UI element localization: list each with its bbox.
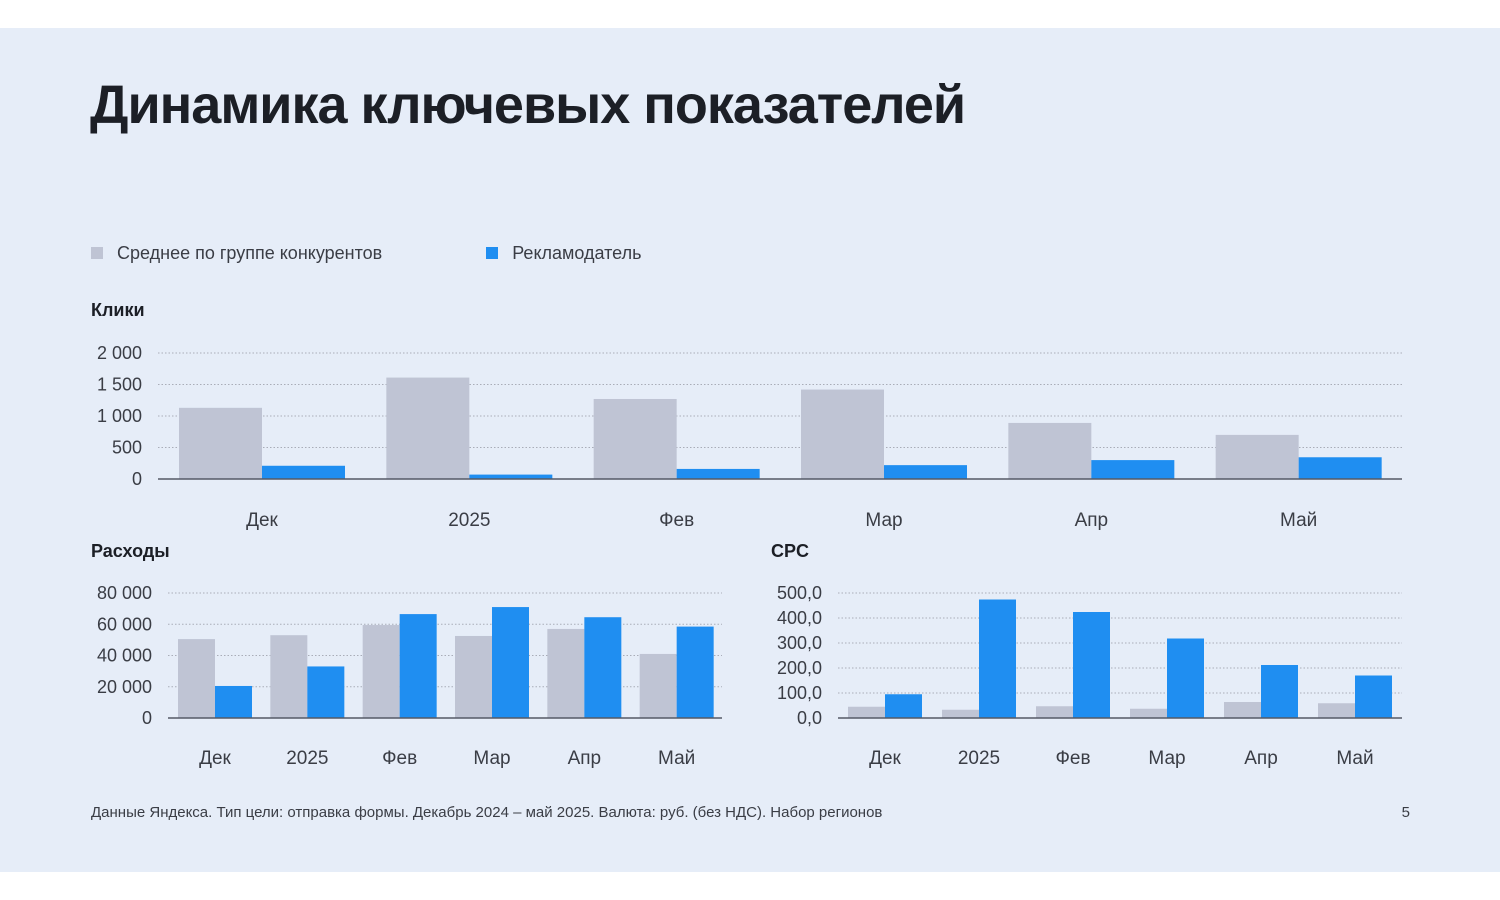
clicks-category-label: Май bbox=[1280, 510, 1317, 531]
legend-label-competitors: Среднее по группе конкурентов bbox=[117, 242, 383, 263]
cpc-bar-competitors bbox=[848, 706, 885, 718]
legend-label-advertiser: Рекламодатель bbox=[512, 242, 642, 263]
clicks-chart-group: 0 500 1 000 1 500 2 000 Дек 2025 Фев Мар Апр Май bbox=[97, 343, 1402, 531]
cpc-chart-group: 0,0 100,0 200,0 300,0 400,0 500,0 Дек 2025 Фев Ма… bbox=[777, 583, 1402, 769]
cpc-bar-advertiser bbox=[1073, 612, 1110, 718]
clicks-bar-advertiser bbox=[1298, 457, 1382, 479]
spend-category-label: 2025 bbox=[286, 748, 328, 769]
spend-category-label: Дек bbox=[199, 748, 231, 769]
spend-ytick-label: 80 000 bbox=[97, 583, 152, 603]
cpc-bar-advertiser bbox=[1355, 675, 1392, 718]
cpc-bar-advertiser bbox=[1167, 638, 1204, 718]
spend-bar-advertiser bbox=[399, 614, 437, 718]
cpc-bar-competitors bbox=[1318, 703, 1355, 718]
page-number: 5 bbox=[1401, 804, 1410, 821]
clicks-category-label: 2025 bbox=[448, 510, 490, 531]
clicks-bar-competitors bbox=[386, 377, 470, 479]
clicks-bar-advertiser bbox=[469, 474, 553, 479]
legend-swatch-competitors bbox=[91, 247, 103, 259]
clicks-bar-competitors bbox=[801, 389, 884, 479]
spend-bar-advertiser bbox=[584, 617, 622, 718]
spend-bar-competitors bbox=[455, 635, 492, 718]
spend-category-label: Фев bbox=[382, 748, 417, 769]
spend-chart-title: Расходы bbox=[91, 541, 170, 561]
cpc-bar-advertiser bbox=[1261, 665, 1298, 718]
spend-bar-advertiser bbox=[307, 666, 345, 718]
cpc-ytick-label: 100,0 bbox=[777, 683, 822, 703]
legend-item-advertiser: Рекламодатель bbox=[486, 243, 641, 264]
slide-title: Динамика ключевых показателей bbox=[90, 75, 966, 135]
clicks-ytick-label: 2 000 bbox=[97, 343, 142, 363]
cpc-bar-competitors bbox=[1036, 706, 1073, 718]
spend-category-label: Май bbox=[658, 748, 695, 769]
clicks-bar-competitors bbox=[1215, 434, 1299, 479]
clicks-category-label: Апр bbox=[1075, 510, 1109, 531]
spend-bar-advertiser bbox=[215, 685, 252, 718]
cpc-ytick-label: 300,0 bbox=[777, 633, 822, 653]
legend-item-competitors: Среднее по группе конкурентов bbox=[91, 243, 382, 264]
clicks-chart-title: Клики bbox=[91, 300, 145, 320]
clicks-ytick-label: 1 500 bbox=[97, 375, 142, 395]
spend-ytick-label: 60 000 bbox=[97, 614, 152, 634]
spend-chart-group: 0 20 000 40 000 60 000 80 000 Дек 2025 Фев Мар Ап… bbox=[97, 583, 722, 769]
clicks-ytick-label: 0 bbox=[132, 469, 142, 489]
clicks-chart: 0 500 1 000 1 500 2 000 Дек 2025 Фев Мар Апр Май 0 2… bbox=[97, 343, 1402, 769]
cpc-bar-advertiser bbox=[979, 599, 1016, 718]
clicks-category-label: Дек bbox=[246, 510, 278, 531]
slide: Динамика ключевых показателей Среднее по… bbox=[0, 28, 1500, 872]
spend-category-label: Мар bbox=[473, 748, 510, 769]
cpc-category-label: Фев bbox=[1055, 748, 1090, 769]
spend-bar-competitors bbox=[178, 639, 215, 718]
clicks-bar-advertiser bbox=[676, 468, 760, 479]
cpc-bar-competitors bbox=[1224, 702, 1261, 718]
spend-ytick-label: 40 000 bbox=[97, 646, 152, 666]
clicks-category-label: Мар bbox=[865, 510, 902, 531]
cpc-category-label: 2025 bbox=[958, 748, 1000, 769]
cpc-category-label: Дек bbox=[869, 748, 901, 769]
clicks-ytick-label: 500 bbox=[112, 438, 142, 458]
clicks-bar-advertiser bbox=[884, 465, 967, 479]
cpc-category-label: Май bbox=[1336, 748, 1373, 769]
cpc-bar-competitors bbox=[942, 709, 979, 718]
footnote: Данные Яндекса. Тип цели: отправка формы… bbox=[91, 804, 883, 821]
cpc-ytick-label: 500,0 bbox=[777, 583, 822, 603]
spend-bar-competitors bbox=[270, 635, 308, 718]
spend-bar-competitors bbox=[639, 653, 677, 718]
cpc-category-label: Апр bbox=[1244, 748, 1278, 769]
clicks-bar-competitors bbox=[593, 398, 677, 479]
cpc-chart-title: CPC bbox=[771, 541, 810, 561]
cpc-category-label: Мар bbox=[1148, 748, 1185, 769]
clicks-bar-competitors bbox=[1008, 422, 1092, 479]
legend: Среднее по группе конкурентов Рекламодат… bbox=[91, 241, 641, 265]
clicks-bar-competitors bbox=[179, 407, 262, 479]
spend-bar-competitors bbox=[547, 628, 585, 718]
cpc-bar-competitors bbox=[1130, 708, 1167, 718]
legend-swatch-advertiser bbox=[486, 247, 499, 259]
spend-ytick-label: 20 000 bbox=[97, 677, 152, 697]
spend-bar-advertiser bbox=[676, 626, 714, 718]
clicks-category-label: Фев bbox=[659, 510, 694, 531]
clicks-bar-advertiser bbox=[262, 465, 345, 479]
clicks-bar-advertiser bbox=[1091, 460, 1175, 479]
spend-bar-competitors bbox=[362, 625, 400, 718]
cpc-ytick-label: 400,0 bbox=[777, 608, 822, 628]
cpc-bar-advertiser bbox=[885, 694, 922, 718]
clicks-ytick-label: 1 000 bbox=[97, 406, 142, 426]
cpc-ytick-label: 200,0 bbox=[777, 658, 822, 678]
spend-ytick-label: 0 bbox=[142, 708, 152, 728]
spend-bar-advertiser bbox=[492, 607, 529, 718]
cpc-ytick-label: 0,0 bbox=[797, 708, 822, 728]
spend-category-label: Апр bbox=[568, 748, 602, 769]
